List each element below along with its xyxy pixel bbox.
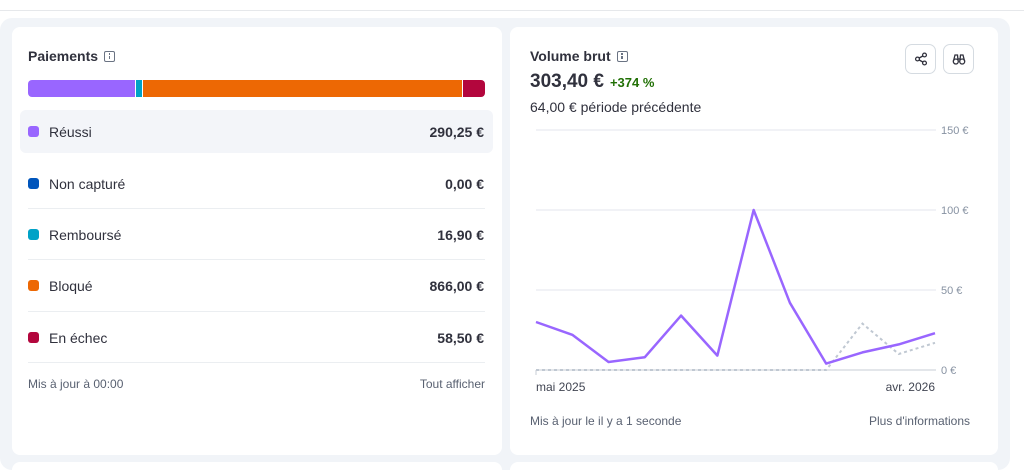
payment-row-reussi[interactable]: Réussi 290,25 € bbox=[20, 110, 493, 153]
status-color-swatch bbox=[28, 126, 39, 137]
payment-row-value: 16,90 € bbox=[437, 226, 484, 243]
bar-segment-bloque[interactable] bbox=[143, 80, 463, 97]
volume-title: Volume brut bbox=[530, 48, 611, 64]
gross-volume-chart[interactable]: 150 € 100 € 50 € 0 € mai 2025 avr. 2026 bbox=[510, 27, 998, 407]
bar-segment-rembourse[interactable] bbox=[135, 80, 143, 97]
payments-title: Paiements bbox=[28, 48, 99, 64]
payments-card: Paiements Réussi 290,25 € Non capturé 0,… bbox=[12, 27, 502, 455]
info-icon[interactable] bbox=[616, 50, 628, 62]
payment-row-value: 0,00 € bbox=[445, 175, 484, 192]
previous-period-line[interactable] bbox=[536, 322, 936, 371]
payment-row-value: 866,00 € bbox=[429, 277, 485, 294]
payment-row-bloque[interactable]: Bloqué 866,00 € bbox=[20, 264, 493, 307]
status-color-swatch bbox=[28, 178, 39, 189]
payment-row-label: Non capturé bbox=[49, 175, 126, 192]
previous-period-text: 64,00 € période précédente bbox=[530, 99, 702, 115]
status-color-swatch bbox=[28, 332, 39, 343]
explore-button[interactable] bbox=[943, 44, 974, 74]
x-axis-start-label: mai 2025 bbox=[536, 380, 586, 394]
payment-row-label: Bloqué bbox=[49, 277, 93, 294]
row-divider bbox=[28, 362, 485, 363]
volume-total-group: 303,40 € +374 % bbox=[530, 71, 654, 93]
row-divider bbox=[28, 259, 485, 260]
y-tick-label: 100 € bbox=[941, 205, 969, 217]
payment-row-non-capture[interactable]: Non capturé 0,00 € bbox=[20, 162, 493, 205]
volume-updated-text: Mis à jour le il y a 1 seconde bbox=[530, 414, 682, 428]
payment-row-label: En échec bbox=[49, 329, 108, 346]
x-axis-end-label: avr. 2026 bbox=[886, 380, 936, 394]
payment-row-value: 290,25 € bbox=[429, 123, 485, 140]
payment-row-value: 58,50 € bbox=[437, 329, 484, 346]
share-icon bbox=[914, 52, 927, 66]
share-button[interactable] bbox=[905, 44, 936, 74]
binoculars-icon bbox=[952, 54, 965, 65]
y-tick-label: 0 € bbox=[941, 365, 956, 377]
payment-row-label: Remboursé bbox=[49, 226, 122, 243]
info-icon[interactable] bbox=[104, 50, 116, 62]
current-period-line[interactable] bbox=[535, 208, 936, 365]
status-color-swatch bbox=[28, 280, 39, 291]
payment-row-label: Réussi bbox=[49, 123, 92, 140]
payment-row-en-echec[interactable]: En échec 58,50 € bbox=[20, 316, 493, 359]
y-tick-label: 150 € bbox=[941, 125, 969, 137]
y-tick-label: 50 € bbox=[941, 285, 962, 297]
volume-title-group: Volume brut bbox=[530, 48, 628, 64]
payments-title-group: Paiements bbox=[28, 48, 116, 64]
gross-volume-card: Volume brut 303,40 € +374 % 64,00 € péri… bbox=[510, 27, 998, 455]
status-color-swatch bbox=[28, 229, 39, 240]
view-all-link[interactable]: Tout afficher bbox=[419, 377, 485, 391]
lower-card-left bbox=[12, 462, 502, 470]
payments-stacked-bar[interactable] bbox=[28, 80, 485, 97]
row-divider bbox=[28, 311, 485, 312]
lower-card-right bbox=[510, 462, 998, 470]
bar-segment-reussi[interactable] bbox=[28, 80, 135, 97]
payments-updated-text: Mis à jour à 00:00 bbox=[28, 377, 124, 391]
top-divider bbox=[0, 10, 1024, 11]
bar-segment-en-echec[interactable] bbox=[463, 80, 485, 97]
row-divider bbox=[28, 208, 485, 209]
volume-total: 303,40 € bbox=[530, 71, 604, 92]
volume-delta: +374 % bbox=[609, 75, 655, 90]
payment-row-rembourse[interactable]: Remboursé 16,90 € bbox=[20, 213, 493, 256]
more-info-link[interactable]: Plus d'informations bbox=[868, 414, 970, 428]
